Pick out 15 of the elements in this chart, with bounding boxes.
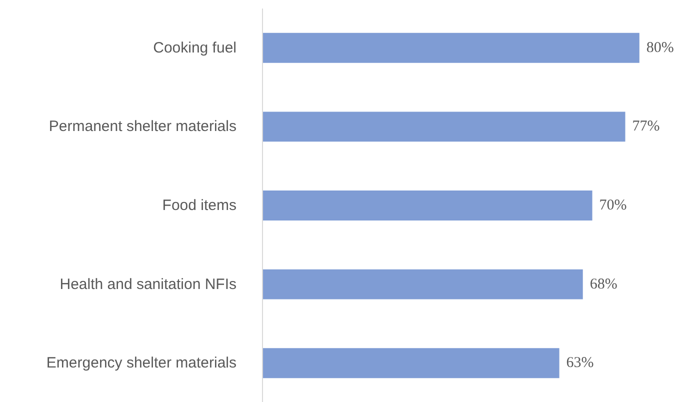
bar: [262, 269, 583, 300]
data-label: 80%: [646, 40, 674, 56]
data-label: 70%: [599, 198, 627, 214]
bar: [262, 348, 560, 378]
y-tick-label: Cooking fuel: [153, 39, 237, 56]
y-tick-label: Health and sanitation NFIs: [60, 276, 237, 293]
data-label: 63%: [566, 355, 594, 372]
bar: [262, 32, 640, 63]
data-label: 68%: [590, 276, 618, 292]
y-tick-label: Food items: [162, 197, 237, 214]
bar: [262, 112, 626, 142]
y-tick-label: Emergency shelter materials: [46, 354, 237, 372]
bar: [262, 190, 592, 220]
data-label: 77%: [632, 118, 660, 135]
y-tick-label: Permanent shelter materials: [48, 118, 237, 136]
